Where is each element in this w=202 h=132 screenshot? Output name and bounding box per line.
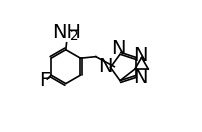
Text: N: N xyxy=(99,57,113,76)
Text: N: N xyxy=(111,39,126,58)
Text: N: N xyxy=(133,68,147,87)
Text: N: N xyxy=(133,46,147,65)
Text: 2: 2 xyxy=(70,29,79,43)
Text: NH: NH xyxy=(52,23,81,42)
Text: F: F xyxy=(39,71,50,90)
